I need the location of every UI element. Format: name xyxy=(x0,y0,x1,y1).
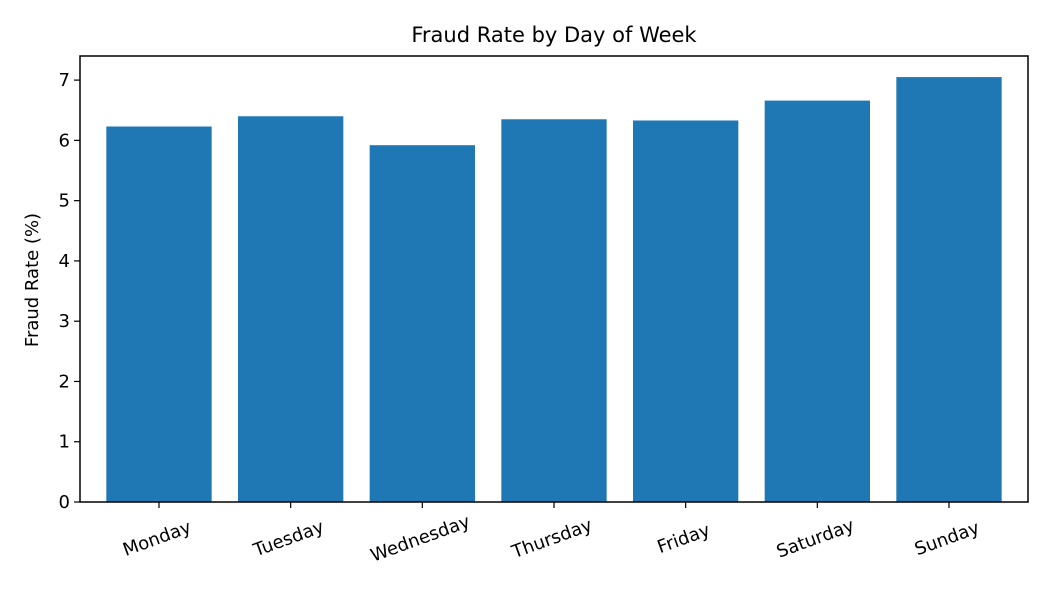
y-tick-label: 4 xyxy=(59,251,70,272)
y-axis-label: Fraud Rate (%) xyxy=(22,213,43,347)
bars-group xyxy=(106,77,1002,503)
y-tick-label: 0 xyxy=(59,492,70,513)
x-tick-label-tuesday: Tuesday xyxy=(250,516,327,561)
plot-frame xyxy=(79,55,1029,503)
y-tick-label: 2 xyxy=(59,371,70,392)
bar-monday xyxy=(106,126,212,503)
y-tick-label: 7 xyxy=(59,70,70,91)
bar-sunday xyxy=(896,77,1002,502)
x-ticks-group: Monday Tuesday Wednesday Thursday Friday Satu… xyxy=(120,502,983,567)
x-tick-label-saturday: Saturday xyxy=(774,515,858,563)
y-tick-label: 5 xyxy=(59,191,70,212)
x-tick-label-wednesday: Wednesday xyxy=(368,511,473,566)
bar-friday xyxy=(633,120,739,503)
x-tick-label-friday: Friday xyxy=(655,520,714,559)
y-ticks-group: 0 1 2 3 4 5 6 7 xyxy=(59,70,80,513)
x-tick-label-monday: Monday xyxy=(120,517,194,561)
bar-wednesday xyxy=(369,145,475,502)
x-tick-label-thursday: Thursday xyxy=(508,515,595,564)
chart-title: Fraud Rate by Day of Week xyxy=(411,23,697,47)
y-tick-label: 3 xyxy=(59,311,70,332)
bar-tuesday xyxy=(238,116,344,503)
bar-thursday xyxy=(501,119,607,502)
bar-saturday xyxy=(764,100,870,502)
y-tick-label: 6 xyxy=(59,130,70,151)
y-tick-label: 1 xyxy=(59,432,70,453)
x-tick-label-sunday: Sunday xyxy=(912,517,983,560)
